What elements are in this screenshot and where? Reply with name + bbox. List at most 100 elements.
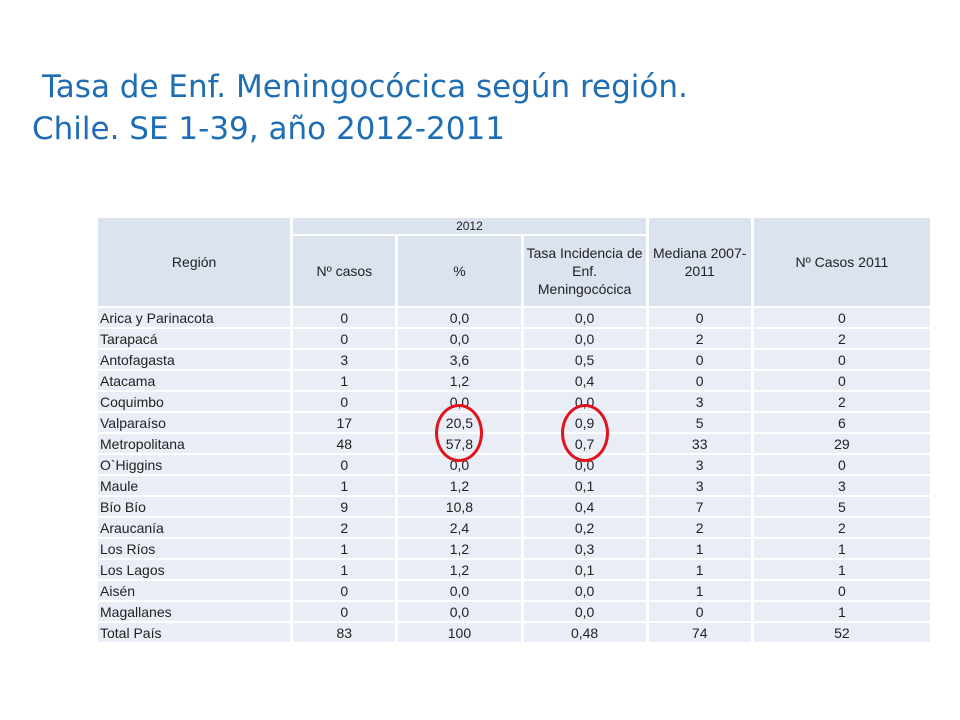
cell-tasa: 0,5	[523, 350, 646, 369]
table-row: Los Lagos 1 1,2 0,1 1 1	[98, 560, 930, 579]
cell-percent: 1,2	[398, 560, 521, 579]
cell-mediana: 0	[648, 350, 751, 369]
cell-casos: 1	[293, 560, 396, 579]
cell-casos: 1	[293, 539, 396, 558]
slide-title-line-1: Tasa de Enf. Meningocócica según región.	[42, 69, 688, 105]
table-row: Araucanía 2 2,4 0,2 2 2	[98, 518, 930, 537]
cell-casos-2011: 0	[753, 308, 930, 327]
table-row: Tarapacá 0 0,0 0,0 2 2	[98, 329, 930, 348]
header-casos: Nº casos	[293, 236, 396, 306]
table-row: Magallanes 0 0,0 0,0 0 1	[98, 602, 930, 621]
table-row: O`Higgins 0 0,0 0,0 3 0	[98, 455, 930, 474]
cell-tasa: 0,1	[523, 476, 646, 495]
cell-casos-2011: 0	[753, 581, 930, 600]
cell-region: Los Ríos	[98, 539, 291, 558]
cell-tasa: 0,0	[523, 581, 646, 600]
cell-casos: 2	[293, 518, 396, 537]
cell-casos: 0	[293, 392, 396, 411]
cell-casos-2011: 1	[753, 602, 930, 621]
cell-tasa: 0,0	[523, 329, 646, 348]
cell-region: Araucanía	[98, 518, 291, 537]
cell-casos-2011: 3	[753, 476, 930, 495]
table-row: Aisén 0 0,0 0,0 1 0	[98, 581, 930, 600]
table-row: Bío Bío 9 10,8 0,4 7 5	[98, 497, 930, 516]
cell-casos: 48	[293, 434, 396, 453]
header-percent: %	[398, 236, 521, 306]
cell-mediana: 2	[648, 518, 751, 537]
cell-tasa: 0,0	[523, 392, 646, 411]
cell-tasa: 0,1	[523, 560, 646, 579]
cell-casos: 0	[293, 308, 396, 327]
cell-casos: 1	[293, 371, 396, 390]
cell-region: Valparaíso	[98, 413, 291, 432]
cell-percent: 1,2	[398, 539, 521, 558]
meningococcal-rate-table: Región 2012 Mediana 2007-2011 Nº Casos 2…	[95, 216, 933, 644]
cell-casos-2011: 29	[753, 434, 930, 453]
table-row: Maule 1 1,2 0,1 3 3	[98, 476, 930, 495]
cell-tasa: 0,4	[523, 497, 646, 516]
cell-mediana: 3	[648, 476, 751, 495]
cell-mediana: 0	[648, 602, 751, 621]
header-mediana: Mediana 2007-2011	[648, 218, 751, 306]
cell-casos: 0	[293, 581, 396, 600]
cell-region: Maule	[98, 476, 291, 495]
cell-percent: 0,0	[398, 602, 521, 621]
slide-title: Tasa de Enf. Meningocócica según región.…	[32, 66, 912, 150]
cell-casos-2011: 1	[753, 539, 930, 558]
header-casos-2011: Nº Casos 2011	[753, 218, 930, 306]
header-region: Región	[98, 218, 291, 306]
cell-mediana: 2	[648, 329, 751, 348]
cell-percent: 0,0	[398, 581, 521, 600]
cell-casos: 0	[293, 329, 396, 348]
cell-tasa: 0,0	[523, 602, 646, 621]
cell-percent: 0,0	[398, 329, 521, 348]
cell-casos: 0	[293, 602, 396, 621]
table-row: Los Ríos 1 1,2 0,3 1 1	[98, 539, 930, 558]
cell-tasa: 0,0	[523, 308, 646, 327]
cell-region: Coquimbo	[98, 392, 291, 411]
table-row: Arica y Parinacota 0 0,0 0,0 0 0	[98, 308, 930, 327]
slide-title-line-2: Chile. SE 1-39, año 2012-2011	[32, 111, 505, 147]
cell-mediana: 0	[648, 371, 751, 390]
cell-mediana: 1	[648, 581, 751, 600]
cell-casos-2011: 6	[753, 413, 930, 432]
cell-tasa: 0,2	[523, 518, 646, 537]
cell-region: Metropolitana	[98, 434, 291, 453]
cell-tasa: 0,9	[523, 413, 646, 432]
cell-casos-2011: 1	[753, 560, 930, 579]
cell-percent: 1,2	[398, 476, 521, 495]
cell-percent: 2,4	[398, 518, 521, 537]
cell-region: Los Lagos	[98, 560, 291, 579]
cell-region: Atacama	[98, 371, 291, 390]
cell-casos-2011: 0	[753, 350, 930, 369]
cell-region: Aisén	[98, 581, 291, 600]
cell-casos-2011: 2	[753, 392, 930, 411]
cell-region: Antofagasta	[98, 350, 291, 369]
cell-mediana: 1	[648, 539, 751, 558]
cell-mediana: 3	[648, 455, 751, 474]
cell-tasa: 0,4	[523, 371, 646, 390]
cell-casos: 9	[293, 497, 396, 516]
table-row: Coquimbo 0 0,0 0,0 3 2	[98, 392, 930, 411]
cell-casos-2011: 0	[753, 455, 930, 474]
cell-mediana: 0	[648, 308, 751, 327]
cell-percent: 20,5	[398, 413, 521, 432]
cell-tasa: 0,48	[523, 623, 646, 642]
cell-tasa: 0,3	[523, 539, 646, 558]
header-tasa-incidencia: Tasa Incidencia de Enf. Meningocócica	[523, 236, 646, 306]
cell-percent: 0,0	[398, 308, 521, 327]
cell-casos-2011: 2	[753, 518, 930, 537]
cell-casos-2011: 5	[753, 497, 930, 516]
cell-mediana: 74	[648, 623, 751, 642]
cell-tasa: 0,7	[523, 434, 646, 453]
table-row: Metropolitana 48 57,8 0,7 33 29	[98, 434, 930, 453]
cell-region: Magallanes	[98, 602, 291, 621]
cell-casos: 17	[293, 413, 396, 432]
cell-mediana: 1	[648, 560, 751, 579]
cell-percent: 10,8	[398, 497, 521, 516]
cell-percent: 0,0	[398, 455, 521, 474]
cell-region: Tarapacá	[98, 329, 291, 348]
cell-mediana: 3	[648, 392, 751, 411]
cell-region: O`Higgins	[98, 455, 291, 474]
cell-tasa: 0,0	[523, 455, 646, 474]
